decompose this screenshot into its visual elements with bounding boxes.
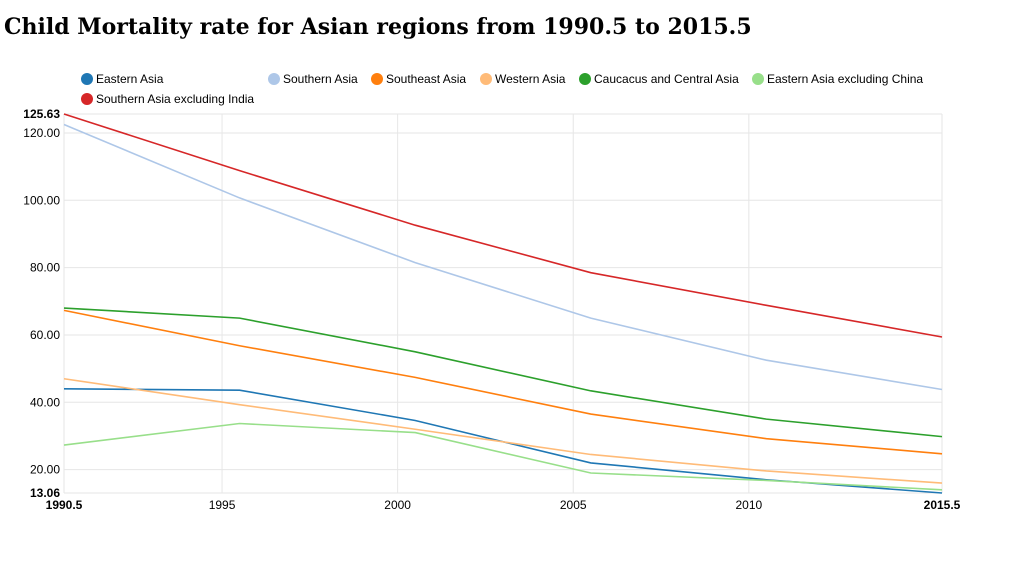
legend-item[interactable]: Western Asia xyxy=(480,72,566,86)
series-line[interactable] xyxy=(63,113,943,338)
legend-label: Southern Asia excluding India xyxy=(96,92,254,106)
legend-swatch xyxy=(752,73,764,85)
series-line[interactable] xyxy=(63,309,943,455)
y-tick-label: 40.00 xyxy=(30,395,60,409)
legend-item[interactable]: Eastern Asia xyxy=(81,72,164,86)
y-tick-label: 125.63 xyxy=(23,107,60,121)
grid-layer xyxy=(63,113,943,494)
x-tick-label: 2015.5 xyxy=(924,498,961,512)
axis-ticks: 13.06 20.00 40.00 60.00 80.00 100.00 120.00 125… xyxy=(23,107,960,512)
series-line[interactable] xyxy=(63,422,943,491)
legend-label: Eastern Asia excluding China xyxy=(767,72,923,86)
legend-item[interactable]: Southeast Asia xyxy=(371,72,466,86)
y-tick-label: 120.00 xyxy=(23,126,60,140)
legend-swatch xyxy=(268,73,280,85)
legend-label: Western Asia xyxy=(495,72,566,86)
series-line[interactable] xyxy=(63,388,943,494)
legend-item[interactable]: Southern Asia excluding India xyxy=(81,92,254,106)
legend-swatch xyxy=(371,73,383,85)
x-tick-label: 1990.5 xyxy=(46,498,83,512)
legend-label: Southeast Asia xyxy=(386,72,466,86)
y-tick-label: 13.06 xyxy=(30,486,60,500)
series-layer xyxy=(63,113,943,494)
legend: Eastern Asia Southern Asia Southeast Asia W… xyxy=(81,72,923,106)
legend-swatch xyxy=(480,73,492,85)
legend-swatch xyxy=(579,73,591,85)
series-line[interactable] xyxy=(63,123,943,391)
series-line[interactable] xyxy=(63,377,943,484)
y-tick-label: 100.00 xyxy=(23,193,60,207)
y-tick-label: 80.00 xyxy=(30,261,60,275)
legend-item[interactable]: Caucacus and Central Asia xyxy=(579,72,739,86)
legend-label: Eastern Asia xyxy=(96,72,164,86)
y-tick-label: 60.00 xyxy=(30,328,60,342)
x-tick-label: 2005 xyxy=(560,498,587,512)
legend-swatch xyxy=(81,73,93,85)
legend-item[interactable]: Eastern Asia excluding China xyxy=(752,72,923,86)
series-line[interactable] xyxy=(63,307,943,438)
legend-label: Southern Asia xyxy=(283,72,358,86)
x-tick-label: 2000 xyxy=(384,498,411,512)
y-tick-label: 20.00 xyxy=(30,463,60,477)
legend-item[interactable]: Southern Asia xyxy=(268,72,358,86)
chart-title: Child Mortality rate for Asian regions f… xyxy=(4,14,752,40)
x-tick-label: 2010 xyxy=(735,498,762,512)
legend-label: Caucacus and Central Asia xyxy=(594,72,739,86)
x-tick-label: 1995 xyxy=(209,498,236,512)
legend-swatch xyxy=(81,93,93,105)
